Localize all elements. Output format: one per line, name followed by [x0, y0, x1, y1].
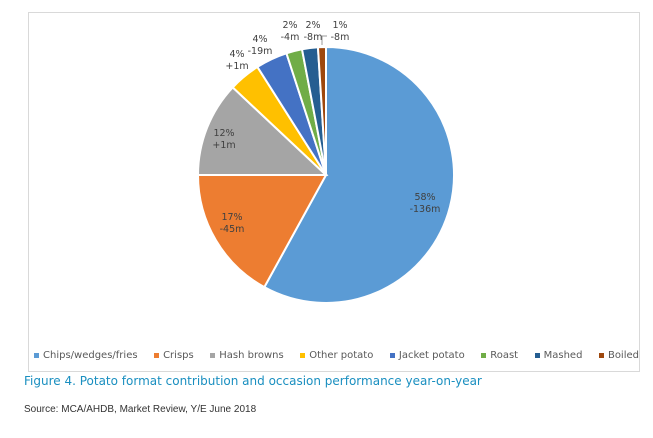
data-label-change: +1m [225, 61, 248, 72]
data-label-percent: 1% [332, 20, 347, 31]
legend-swatch [34, 353, 39, 358]
pie-slice-crisps [196, 174, 328, 289]
data-label-change: -45m [220, 224, 245, 235]
legend-label: Hash browns [219, 350, 284, 361]
legend-item: Jacket potato [389, 350, 465, 361]
data-label-change: -8m [331, 32, 350, 43]
legend-item: Roast [481, 350, 518, 361]
pie-slice-hash-browns [196, 85, 329, 176]
legend-item: Boiled [598, 350, 639, 361]
figure-caption: Figure 4. Potato format contribution and… [24, 374, 482, 388]
legend-label: Jacket potato [398, 350, 465, 361]
data-label-percent: 12% [213, 128, 234, 139]
data-label-percent: 17% [221, 212, 242, 223]
legend-item: Other potato [300, 350, 373, 361]
legend: Chips/wedges/fries Crisps Hash browns Other… [34, 350, 639, 361]
legend-item: Chips/wedges/fries [34, 350, 138, 361]
data-label-percent: 2% [282, 20, 297, 31]
legend-swatch [210, 353, 216, 358]
data-label-change: -8m [304, 32, 323, 43]
legend-swatch [389, 353, 395, 358]
legend-label: Roast [490, 350, 519, 361]
data-label-change: -136m [410, 204, 441, 215]
legend-label: Chips/wedges/fries [43, 350, 138, 361]
legend-swatch [534, 353, 540, 358]
legend-swatch [154, 353, 160, 358]
legend-item: Hash browns [210, 350, 284, 361]
pie-slice-boiled [316, 45, 327, 176]
leader-line [321, 35, 327, 45]
pie-slice-chips-wedges-fries [262, 45, 455, 304]
data-label-percent: 4% [229, 49, 244, 60]
legend-item: Crisps [154, 350, 194, 361]
data-label-percent: 4% [252, 34, 267, 45]
data-label-change: +1m [212, 140, 235, 151]
legend-swatch [300, 353, 306, 358]
legend-label: Crisps [163, 350, 194, 361]
legend-swatch [481, 353, 487, 358]
legend-item: Mashed [534, 350, 583, 361]
data-label-change: -4m [281, 32, 300, 43]
legend-label: Mashed [543, 350, 583, 361]
data-label-change: -19m [248, 46, 273, 57]
source-note: Source: MCA/AHDB, Market Review, Y/E Jun… [24, 404, 257, 415]
legend-label: Boiled [607, 350, 639, 361]
legend-swatch [598, 353, 604, 358]
chart-area [28, 12, 640, 372]
legend-label: Other potato [309, 350, 374, 361]
data-label-percent: 58% [414, 192, 435, 203]
data-label-percent: 2% [305, 20, 320, 31]
